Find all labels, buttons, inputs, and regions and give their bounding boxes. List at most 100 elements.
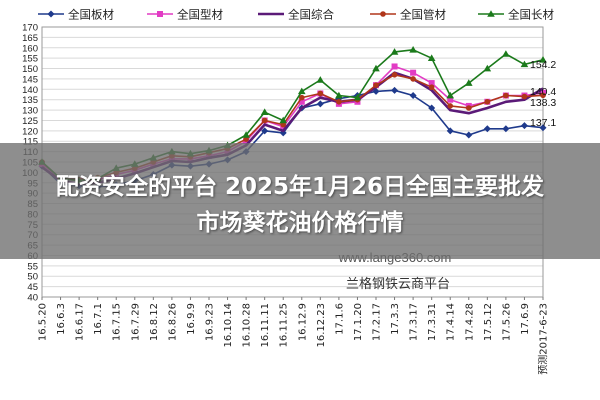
data-point <box>428 80 435 87</box>
x-tick-label: 预测2017-6-23 <box>537 303 550 375</box>
x-tick-label: 16.8.26 <box>167 303 178 341</box>
x-tick-label: 16.9.9 <box>186 303 197 335</box>
x-tick-label: 16.7.1 <box>93 303 104 335</box>
data-point <box>380 11 386 17</box>
x-tick-label: 16.6.17 <box>75 303 86 341</box>
x-tick-label: 16.11.25 <box>279 303 290 348</box>
data-point <box>465 131 473 139</box>
y-tick-label: 170 <box>22 23 38 34</box>
data-point <box>539 124 547 132</box>
x-tick-label: 16.11.11 <box>260 303 271 348</box>
data-point <box>464 79 473 86</box>
data-point <box>279 116 288 124</box>
x-tick-label: 16.7.29 <box>130 303 141 341</box>
y-tick-label: 45 <box>27 282 38 293</box>
data-point <box>298 94 305 101</box>
data-point <box>540 92 546 99</box>
data-point <box>372 64 380 72</box>
x-tick-label: 16.5.20 <box>38 303 49 341</box>
y-tick-label: 160 <box>22 43 38 54</box>
data-point <box>409 46 417 53</box>
data-point <box>298 98 305 105</box>
data-point <box>502 125 510 133</box>
y-tick-label: 145 <box>22 74 38 85</box>
end-value-label: 138.3 <box>530 97 556 109</box>
legend-label: 全国板材 <box>68 8 114 22</box>
title-line-2: 市场葵花油价格行情 <box>196 210 404 236</box>
x-tick-label: 17.6.9 <box>520 303 531 335</box>
y-tick-label: 130 <box>22 106 38 117</box>
data-point <box>539 56 547 63</box>
data-point <box>390 48 399 55</box>
y-tick-label: 155 <box>22 54 38 65</box>
data-point <box>47 10 55 18</box>
x-tick-label: 17.1.20 <box>353 303 364 341</box>
y-tick-label: 140 <box>22 85 38 96</box>
x-tick-label: 16.10.28 <box>242 303 253 348</box>
x-tick-label: 17.5.12 <box>483 303 494 341</box>
x-tick-label: 17.2.17 <box>372 303 383 341</box>
legend-label: 全国长材 <box>508 8 554 22</box>
data-point <box>428 104 436 112</box>
data-point <box>317 90 324 97</box>
end-value-label: 140.4 <box>530 86 556 98</box>
x-tick-label: 16.7.15 <box>112 303 123 341</box>
x-tick-label: 16.12.23 <box>316 303 327 348</box>
data-point <box>520 122 528 130</box>
data-point <box>427 54 436 61</box>
x-tick-label: 17.4.28 <box>464 303 475 341</box>
y-tick-label: 150 <box>22 64 38 75</box>
data-point <box>446 91 455 99</box>
data-point <box>242 131 250 138</box>
x-tick-label: 17.3.3 <box>390 303 401 335</box>
data-point <box>335 91 343 99</box>
data-point <box>391 86 399 94</box>
x-tick-label: 16.10.14 <box>223 303 234 348</box>
data-point <box>503 92 509 99</box>
data-point <box>261 127 269 135</box>
data-point <box>157 11 163 17</box>
data-point <box>484 98 491 105</box>
data-point <box>391 71 398 78</box>
data-point <box>483 125 491 133</box>
legend-label: 全国管材 <box>400 8 446 22</box>
x-tick-label: 17.3.17 <box>409 303 420 341</box>
x-tick-label: 16.12.9 <box>297 303 308 341</box>
y-tick-label: 165 <box>22 33 38 44</box>
end-value-label: 137.1 <box>530 117 556 129</box>
x-tick-label: 17.3.31 <box>427 303 438 341</box>
data-point <box>521 93 528 100</box>
data-point <box>261 117 268 124</box>
data-point <box>260 108 269 115</box>
data-point <box>336 98 342 105</box>
legend-item-0[interactable]: 全国板材 <box>38 8 114 22</box>
y-tick-label: 115 <box>23 137 38 148</box>
data-point <box>373 82 379 88</box>
data-point <box>520 60 529 68</box>
x-tick-label: 16.6.3 <box>56 303 67 335</box>
legend-item-4[interactable]: 全国长材 <box>478 8 554 22</box>
y-tick-label: 40 <box>27 293 38 304</box>
data-point <box>502 50 510 57</box>
data-point <box>316 100 324 108</box>
data-point <box>316 76 325 83</box>
data-point <box>409 92 417 100</box>
legend-label: 全国综合 <box>288 8 334 22</box>
legend[interactable]: 全国板材 全国型材 全国综合 全国管材 全国长材 <box>38 8 554 22</box>
data-point <box>446 127 454 135</box>
end-value-label: 154.2 <box>530 59 556 71</box>
legend-item-2[interactable]: 全国综合 <box>258 8 334 22</box>
legend-item-1[interactable]: 全国型材 <box>147 8 223 22</box>
x-tick-label: 17.1.6 <box>334 303 345 335</box>
y-tick-label: 135 <box>22 95 38 106</box>
x-tick-label: 16.9.23 <box>205 303 216 341</box>
data-point <box>391 63 398 70</box>
watermark-platform: 兰格钢铁云商平台 <box>346 276 450 292</box>
y-tick-label: 120 <box>22 126 38 137</box>
y-tick-label: 55 <box>27 261 38 272</box>
title-banner <box>0 143 600 259</box>
legend-item-3[interactable]: 全国管材 <box>370 8 446 22</box>
x-tick-label: 17.4.14 <box>446 303 457 341</box>
y-tick-label: 50 <box>27 272 38 283</box>
